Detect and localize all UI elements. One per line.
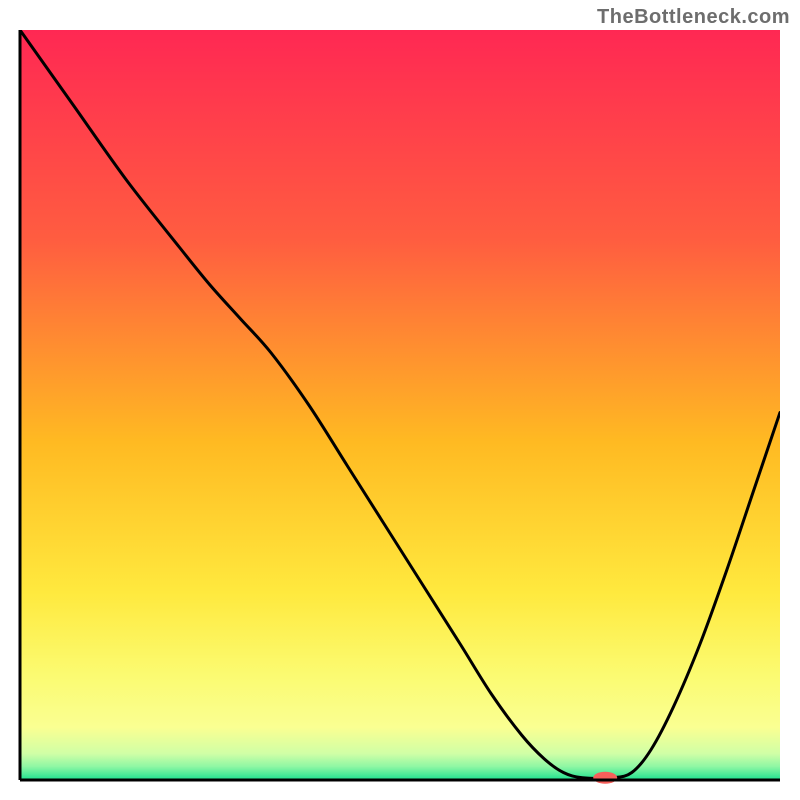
watermark-label: TheBottleneck.com (597, 6, 790, 29)
optimal-marker (593, 772, 617, 784)
chart-svg (0, 0, 800, 800)
plot-background (20, 30, 780, 780)
chart-stage: TheBottleneck.com (0, 0, 800, 800)
